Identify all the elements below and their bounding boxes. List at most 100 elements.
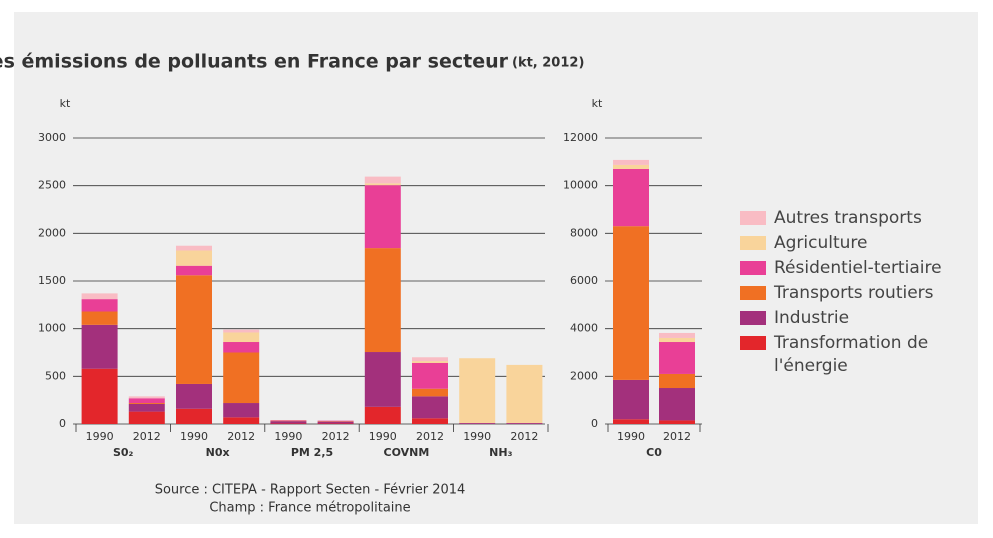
group-label: N0x bbox=[206, 446, 230, 459]
legend-swatch bbox=[740, 336, 766, 350]
x-tick-label: 1990 bbox=[617, 430, 645, 443]
background bbox=[14, 12, 978, 524]
y-axis-label: kt bbox=[592, 97, 603, 110]
bar-segment bbox=[223, 332, 260, 343]
bar-segment bbox=[659, 373, 695, 389]
bar-segment bbox=[412, 362, 448, 389]
bar-segment bbox=[613, 164, 649, 169]
bar-segment bbox=[412, 361, 448, 363]
bar-segment bbox=[412, 418, 448, 424]
y-tick-label: 6000 bbox=[570, 274, 598, 287]
bar-segment bbox=[128, 396, 165, 399]
bar-segment bbox=[613, 226, 649, 380]
y-tick-label: 0 bbox=[59, 417, 66, 430]
legend-item: Transports routiers bbox=[740, 282, 980, 305]
bar-segment bbox=[81, 324, 118, 369]
source: Champ : France métropolitaine bbox=[209, 501, 410, 516]
bar-segment bbox=[659, 332, 695, 338]
y-tick-label: 0 bbox=[591, 417, 598, 430]
source: Source : CITEPA - Rapport Secten - Févri… bbox=[155, 483, 466, 498]
group-label: C0 bbox=[646, 446, 662, 459]
bar-segment bbox=[176, 250, 212, 266]
bar-segment bbox=[659, 388, 695, 421]
legend-swatch bbox=[740, 261, 766, 275]
bar-segment bbox=[364, 176, 401, 184]
bar-segment bbox=[659, 342, 695, 374]
legend-swatch bbox=[740, 311, 766, 325]
x-tick-label: 1990 bbox=[86, 430, 114, 443]
bar-segment bbox=[128, 403, 165, 412]
bar-segment bbox=[81, 311, 118, 325]
bar-segment bbox=[613, 159, 649, 165]
bar-segment bbox=[613, 419, 649, 424]
bar-segment bbox=[364, 183, 401, 186]
group-label: S0₂ bbox=[113, 446, 134, 459]
legend-label: Transports routiers bbox=[774, 283, 934, 303]
bar-segment bbox=[223, 417, 260, 424]
y-tick-label: 2500 bbox=[38, 179, 66, 192]
bar-segment bbox=[364, 406, 401, 424]
legend-swatch bbox=[740, 211, 766, 225]
legend-item: Industrie bbox=[740, 307, 980, 330]
bar-segment bbox=[459, 358, 496, 424]
bar-segment bbox=[412, 357, 448, 362]
bar-segment bbox=[176, 275, 212, 384]
x-tick-label: 1990 bbox=[369, 430, 397, 443]
bar-segment bbox=[412, 396, 448, 419]
x-tick-label: 2012 bbox=[322, 430, 350, 443]
y-tick-label: 1500 bbox=[38, 274, 66, 287]
bar-segment bbox=[506, 364, 543, 424]
x-tick-label: 2012 bbox=[227, 430, 255, 443]
group-label: COVNM bbox=[384, 446, 430, 459]
bar-segment bbox=[364, 248, 401, 353]
x-tick-label: 2012 bbox=[416, 430, 444, 443]
y-tick-label: 2000 bbox=[570, 369, 598, 382]
bar-segment bbox=[223, 352, 260, 404]
chart-title: Répartition des émissions de polluants e… bbox=[0, 51, 509, 73]
y-tick-label: 4000 bbox=[570, 322, 598, 335]
x-tick-label: 1990 bbox=[463, 430, 491, 443]
legend-item: Résidentiel-tertiaire bbox=[740, 257, 980, 280]
x-tick-label: 1990 bbox=[180, 430, 208, 443]
y-tick-label: 12000 bbox=[563, 131, 598, 144]
bar-segment bbox=[506, 423, 543, 424]
legend-swatch bbox=[740, 236, 766, 250]
bar-segment bbox=[613, 379, 649, 420]
bar-segment bbox=[176, 245, 212, 251]
bar-segment bbox=[364, 352, 401, 407]
bar-segment bbox=[412, 388, 448, 397]
legend-label: Industrie bbox=[774, 308, 850, 328]
bar-segment bbox=[81, 293, 118, 300]
x-tick-label: 2012 bbox=[510, 430, 538, 443]
y-tick-label: 2000 bbox=[38, 226, 66, 239]
y-tick-label: 1000 bbox=[38, 322, 66, 335]
group-label: NH₃ bbox=[489, 446, 512, 459]
bar-segment bbox=[364, 185, 401, 249]
bar-segment bbox=[128, 403, 165, 404]
legend-item: Autres transports bbox=[740, 207, 980, 230]
y-tick-label: 500 bbox=[45, 369, 66, 382]
y-tick-label: 3000 bbox=[38, 131, 66, 144]
bar-segment bbox=[223, 329, 260, 333]
legend-label: Autres transports bbox=[774, 208, 922, 228]
legend-item: Agriculture bbox=[740, 232, 980, 255]
x-tick-label: 2012 bbox=[663, 430, 691, 443]
bar-segment bbox=[223, 342, 260, 353]
y-axis-label: kt bbox=[60, 97, 71, 110]
legend-label: Transformation de l'énergie bbox=[774, 333, 929, 376]
bar-segment bbox=[128, 411, 165, 424]
bar-segment bbox=[270, 421, 307, 424]
group-label: PM 2,5 bbox=[291, 446, 333, 459]
bar-segment bbox=[659, 337, 695, 343]
bar-segment bbox=[176, 408, 212, 424]
bar-segment bbox=[176, 383, 212, 409]
legend-item: Transformation de l'énergie bbox=[740, 332, 980, 378]
bar-segment bbox=[317, 421, 354, 424]
chart-subtitle: (kt, 2012) bbox=[512, 56, 584, 71]
bar-segment bbox=[613, 168, 649, 227]
y-tick-label: 8000 bbox=[570, 226, 598, 239]
legend-label: Agriculture bbox=[774, 233, 868, 253]
bar-segment bbox=[459, 423, 496, 424]
